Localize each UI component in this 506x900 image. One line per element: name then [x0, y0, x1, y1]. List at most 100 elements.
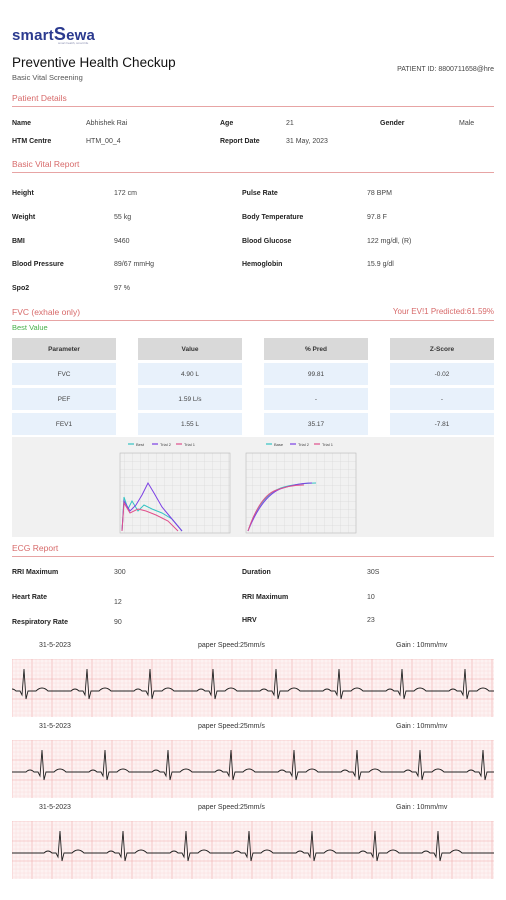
legend-best-label: Best: [136, 442, 145, 447]
ecg-label: Heart Rate: [12, 594, 48, 601]
table-cell: -: [390, 388, 494, 410]
ecg-label: Duration: [242, 569, 271, 576]
ecg-trace-svg: [11, 739, 506, 798]
legend-trial1-label: Trial 1: [184, 442, 196, 447]
table-cell: 35.17: [264, 413, 368, 435]
report-date-value: 31 May, 2023: [286, 138, 328, 145]
vital-label: Height: [12, 190, 34, 197]
centre-value: HTM_00_4: [86, 138, 121, 145]
vital-label: BMI: [12, 238, 25, 245]
brand-logo: smartSewa: [12, 24, 95, 45]
ecg-value: 23: [367, 617, 375, 624]
spirometry-svg: Best Trial 2 Trial 1 Base Trial 2 Trial …: [119, 442, 357, 534]
ecg-strip-speed: paper Speed:25mm/s: [198, 723, 265, 730]
report-date-label: Report Date: [220, 138, 260, 145]
ecg-strip: [11, 739, 506, 798]
table-cell: FEV1: [12, 413, 116, 435]
vital-value: 172 cm: [114, 190, 137, 197]
brand-name-s: S: [53, 24, 67, 44]
ecg-strip-date: 31-5-2023: [39, 642, 71, 649]
table-cell: 99.81: [264, 363, 368, 385]
ecg-strip-date: 31-5-2023: [39, 723, 71, 730]
gender-label: Gender: [380, 120, 405, 127]
legend-base-label: Base: [274, 442, 284, 447]
ecg-strip-speed: paper Speed:25mm/s: [198, 804, 265, 811]
vital-label: Blood Pressure: [12, 261, 64, 268]
spirometry-charts: Best Trial 2 Trial 1 Base Trial 2 Trial …: [12, 437, 494, 537]
vital-value: 97 %: [114, 285, 130, 292]
table-header-parameter: Parameter: [12, 338, 116, 360]
ecg-strip: [11, 820, 494, 879]
vital-value: 89/67 mmHg: [114, 261, 155, 268]
legend-trial2-label: Trial 2: [298, 442, 310, 447]
ecg-value: 90: [114, 619, 122, 626]
table-cell: FVC: [12, 363, 116, 385]
ecg-label: Respiratory Rate: [12, 619, 69, 626]
ecg-strip-speed: paper Speed:25mm/s: [198, 642, 265, 649]
ecg-value: 300: [114, 569, 126, 576]
vital-value: 55 kg: [114, 214, 132, 221]
legend-trial2-label: Trial 2: [160, 442, 172, 447]
curve-trial2: [121, 481, 183, 532]
table-cell: 4.90 L: [138, 363, 242, 385]
table-cell: PEF: [12, 388, 116, 410]
ecg-value: 12: [114, 599, 122, 606]
brand-tagline: smart health, smart life: [58, 41, 89, 45]
ecg-trace: [6, 668, 494, 700]
ecg-trace: [12, 830, 494, 862]
curve-best: [121, 496, 183, 532]
vital-value: 122 mg/dl, (R): [367, 238, 412, 245]
ecg-value: 10: [367, 594, 375, 601]
ecg-label: HRV: [242, 617, 257, 624]
table-cell: -: [264, 388, 368, 410]
fev1-predicted: Your EV!1 Predicted:61.59%: [392, 307, 494, 316]
legend-right: Base Trial 2 Trial 1: [266, 442, 334, 447]
fvc-heading: FVC (exhale only): [12, 307, 494, 321]
brand-name-b: ewa: [66, 27, 96, 44]
vital-label: Pulse Rate: [242, 190, 278, 197]
vital-value: 15.9 g/dl: [367, 261, 394, 268]
vitals-heading: Basic Vital Report: [12, 159, 494, 173]
name-value: Abhishek Rai: [86, 120, 128, 127]
vt-curve-trial1: [247, 484, 305, 532]
ecg-heading: ECG Report: [12, 543, 494, 557]
vital-value: 9460: [114, 238, 130, 245]
centre-label: HTM Centre: [12, 138, 52, 145]
ecg-strip-date: 31-5-2023: [39, 804, 71, 811]
table-cell: -0.02: [390, 363, 494, 385]
table-header-zscore: Z-Score: [390, 338, 494, 360]
best-value-label: Best Value: [12, 323, 48, 332]
volume-time-plot: [245, 452, 357, 534]
page-title: Preventive Health Checkup: [12, 55, 176, 70]
ecg-trace-svg: [11, 820, 494, 879]
page-subtitle: Basic Vital Screening: [12, 73, 83, 82]
patient-id: PATIENT ID: 8800711658@hre: [397, 66, 494, 73]
table-cell: -7.81: [390, 413, 494, 435]
age-label: Age: [220, 120, 234, 127]
vital-value: 97.8 F: [367, 214, 387, 221]
ecg-strip: [6, 658, 494, 717]
vital-label: Body Temperature: [242, 214, 304, 221]
patient-details-heading: Patient Details: [12, 93, 494, 107]
vital-value: 78 BPM: [367, 190, 392, 197]
vital-label: Blood Glucose: [242, 238, 292, 245]
age-value: 21: [286, 120, 294, 127]
ecg-strip-gain: Gain : 10mm/mv: [396, 642, 448, 649]
legend-trial1-label: Trial 1: [322, 442, 334, 447]
ecg-strip-gain: Gain : 10mm/mv: [396, 804, 448, 811]
flow-volume-plot: [119, 452, 231, 534]
vital-label: Spo2: [12, 285, 30, 292]
table-header-pred: % Pred: [264, 338, 368, 360]
brand-name-a: smart: [12, 27, 54, 44]
legend-left: Best Trial 2 Trial 1: [128, 442, 196, 447]
ecg-label: RRI Maximum: [242, 594, 289, 601]
name-label: Name: [12, 120, 32, 127]
ecg-label: RRI Maximum: [12, 569, 59, 576]
ecg-value: 30S: [367, 569, 380, 576]
table-cell: 1.55 L: [138, 413, 242, 435]
ecg-trace-svg: [6, 658, 494, 717]
vital-label: Hemoglobin: [242, 261, 283, 268]
gender-value: Male: [459, 120, 475, 127]
vital-label: Weight: [12, 214, 36, 221]
curve-trial1: [121, 501, 179, 532]
